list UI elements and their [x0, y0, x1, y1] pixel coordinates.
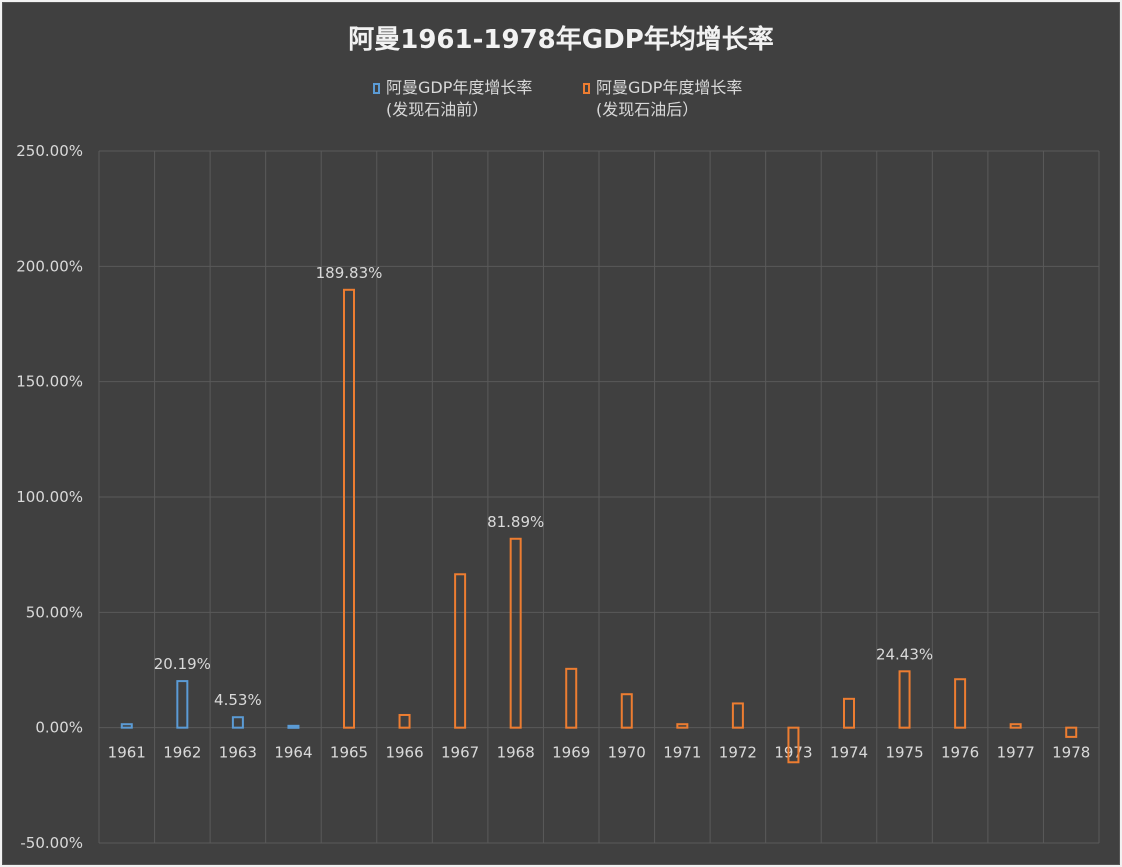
data-label: 24.43%	[876, 645, 933, 663]
y-tick-label: 100.00%	[16, 488, 83, 506]
y-tick-label: 0.00%	[35, 719, 83, 737]
x-tick-label: 1968	[497, 744, 535, 762]
y-tick-label: 50.00%	[26, 603, 83, 621]
bar-1977	[1009, 723, 1022, 729]
bar-1962	[176, 680, 189, 729]
y-tick-label: 200.00%	[16, 257, 83, 275]
data-label: 20.19%	[154, 655, 211, 673]
x-tick-label: 1972	[719, 744, 757, 762]
bar-1966	[398, 713, 411, 729]
x-tick-label: 1966	[385, 744, 423, 762]
legend-swatch-blue	[373, 83, 380, 94]
x-tick-label: 1975	[885, 744, 923, 762]
legend-item-before-oil: 阿曼GDP年度增长率 (发现石油前）	[373, 77, 532, 121]
legend-item-after-oil: 阿曼GDP年度增长率 (发现石油后）	[583, 77, 742, 121]
x-tick-label: 1971	[663, 744, 701, 762]
x-tick-label: 1963	[219, 744, 257, 762]
x-tick-label: 1978	[1052, 744, 1090, 762]
y-tick-label: -50.00%	[20, 834, 83, 852]
data-label: 4.53%	[214, 691, 262, 709]
x-tick-label: 1964	[274, 744, 312, 762]
x-tick-label: 1977	[997, 744, 1035, 762]
bar-1972	[731, 702, 744, 729]
chart-title: 阿曼1961-1978年GDP年均增长率	[348, 25, 774, 55]
y-tick-label: 150.00%	[16, 373, 83, 391]
legend-swatch-orange	[583, 83, 590, 94]
bar-1975	[898, 670, 911, 729]
bar-1967	[454, 573, 467, 729]
x-tick-label: 1965	[330, 744, 368, 762]
bar-1974	[843, 697, 855, 729]
bar-1969	[565, 667, 578, 729]
bar-1976	[954, 678, 967, 729]
bar-1965	[343, 288, 355, 729]
x-tick-label: 1961	[108, 744, 146, 762]
x-tick-label: 1962	[163, 744, 201, 762]
bar-1963	[231, 716, 244, 729]
y-tick-label: 250.00%	[16, 142, 83, 160]
x-tick-label: 1969	[552, 744, 590, 762]
x-tick-label: 1976	[941, 744, 979, 762]
bar-1964	[287, 724, 300, 729]
x-tick-label: 1973	[774, 744, 812, 762]
bar-1971	[676, 723, 689, 729]
bar-1978	[1065, 726, 1078, 738]
x-tick-label: 1974	[830, 744, 868, 762]
bar-1961	[120, 723, 133, 729]
data-label: 189.83%	[316, 264, 383, 282]
legend-label-before-oil: 阿曼GDP年度增长率 (发现石油前）	[386, 78, 533, 119]
bar-1968	[509, 537, 522, 729]
bar-1970	[620, 693, 633, 729]
x-tick-label: 1967	[441, 744, 479, 762]
legend-label-after-oil: 阿曼GDP年度增长率 (发现石油后）	[596, 78, 743, 119]
plot-area: 250.00% 200.00% 150.00% 100.00% 50.00% 0.00% -…	[16, 142, 1100, 852]
bar-1973	[787, 726, 800, 764]
x-tick-label: 1970	[608, 744, 646, 762]
data-label: 81.89%	[487, 513, 544, 531]
